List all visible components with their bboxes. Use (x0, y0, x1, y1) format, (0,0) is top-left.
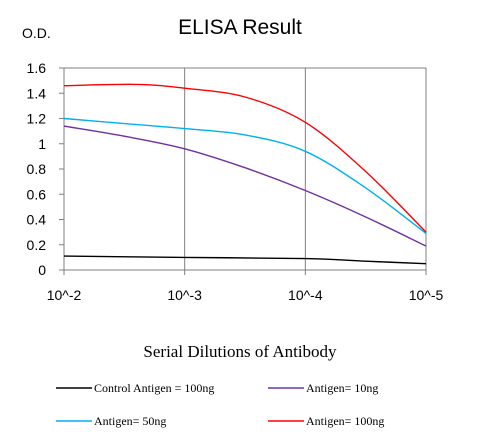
legend-label: Antigen= 50ng (94, 414, 166, 428)
legend-label: Antigen= 100ng (306, 414, 384, 428)
legend: Control Antigen = 100ng Antigen= 10ng Anti… (56, 381, 384, 428)
y-tick-label: 1.2 (27, 111, 47, 127)
series-line-3 (63, 83, 427, 233)
y-tick-label: 0.6 (27, 186, 47, 202)
series-lines (63, 83, 427, 265)
y-axis-label: O.D. (22, 25, 51, 41)
x-tick-label: 10^-2 (47, 287, 82, 303)
legend-item: Antigen= 50ng (56, 414, 166, 428)
x-tick-label: 10^-3 (167, 287, 202, 303)
legend-item: Antigen= 10ng (268, 381, 378, 395)
series-line-1 (63, 125, 427, 247)
x-tick-label: 10^-4 (288, 287, 323, 303)
series-line-0 (63, 255, 427, 265)
y-tick-label: 0.8 (27, 161, 47, 177)
series-line-2 (63, 117, 427, 234)
x-tick-labels: 10^-2 10^-3 10^-4 10^-5 (47, 270, 444, 303)
y-tick-label: 0.4 (27, 212, 47, 228)
y-tick-labels: 0 0.2 0.4 0.6 0.8 1 1.2 1.4 1.6 (27, 60, 64, 278)
legend-item: Antigen= 100ng (268, 414, 384, 428)
y-tick-label: 0.2 (27, 237, 47, 253)
x-tick-label: 10^-5 (409, 287, 444, 303)
legend-label: Control Antigen = 100ng (94, 381, 214, 395)
grid-lines (64, 67, 427, 270)
axes (63, 68, 426, 271)
y-tick-label: 1.4 (27, 85, 47, 101)
y-tick-label: 0 (38, 262, 46, 278)
y-tick-label: 1 (38, 136, 46, 152)
legend-item: Control Antigen = 100ng (56, 381, 214, 395)
x-axis-label: Serial Dilutions of Antibody (143, 342, 337, 361)
legend-label: Antigen= 10ng (306, 381, 378, 395)
chart-title: ELISA Result (178, 16, 302, 39)
y-tick-label: 1.6 (27, 60, 47, 76)
